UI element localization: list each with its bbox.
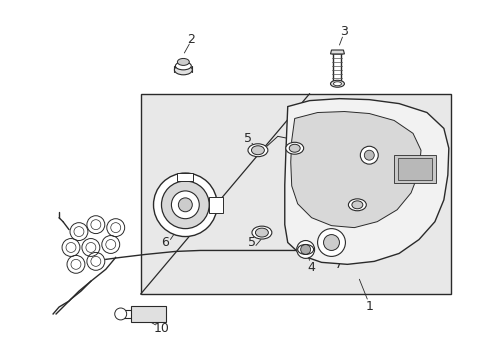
Bar	[141, 94, 450, 294]
Ellipse shape	[333, 82, 341, 86]
Polygon shape	[177, 173, 193, 181]
Ellipse shape	[255, 228, 268, 237]
Ellipse shape	[175, 62, 191, 70]
Circle shape	[153, 173, 217, 237]
Ellipse shape	[351, 201, 362, 209]
Polygon shape	[209, 197, 223, 213]
Ellipse shape	[285, 142, 303, 154]
Circle shape	[115, 308, 126, 320]
Ellipse shape	[330, 80, 344, 87]
Text: 5: 5	[247, 236, 255, 249]
Ellipse shape	[347, 199, 366, 211]
Polygon shape	[290, 112, 420, 228]
Circle shape	[296, 240, 314, 258]
Circle shape	[171, 191, 199, 219]
Ellipse shape	[251, 146, 264, 155]
Text: 8: 8	[351, 216, 359, 229]
Ellipse shape	[174, 65, 192, 75]
Bar	[397, 158, 431, 180]
Bar	[130, 306, 166, 322]
Circle shape	[364, 150, 373, 160]
Circle shape	[323, 235, 339, 251]
Ellipse shape	[177, 58, 189, 66]
Bar	[393, 155, 435, 183]
Text: 6: 6	[161, 236, 169, 249]
Polygon shape	[330, 50, 344, 54]
Ellipse shape	[247, 144, 267, 157]
Text: 3: 3	[340, 24, 347, 38]
Circle shape	[300, 244, 310, 255]
Text: 4: 4	[307, 261, 315, 274]
Circle shape	[161, 181, 209, 229]
Text: 7: 7	[335, 258, 343, 271]
Text: 9: 9	[372, 136, 381, 149]
Text: 10: 10	[153, 322, 169, 336]
Ellipse shape	[251, 226, 271, 239]
Circle shape	[178, 198, 192, 212]
Text: 5: 5	[244, 132, 251, 145]
Ellipse shape	[289, 144, 300, 152]
Polygon shape	[284, 99, 448, 264]
Text: 1: 1	[365, 300, 372, 312]
Text: 2: 2	[187, 33, 195, 46]
Circle shape	[360, 146, 377, 164]
Circle shape	[317, 229, 345, 256]
